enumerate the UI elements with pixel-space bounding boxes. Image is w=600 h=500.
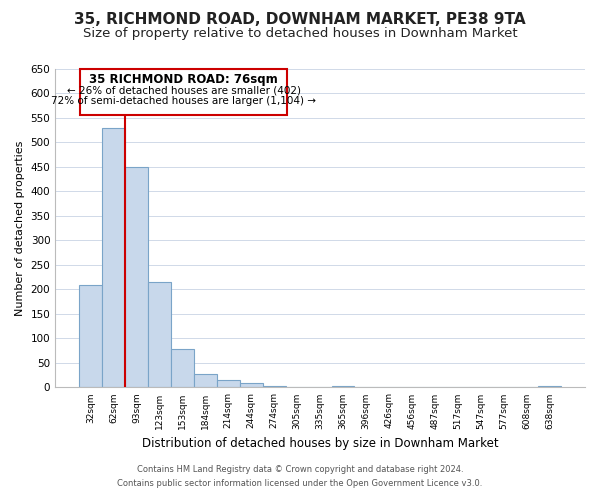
Bar: [102, 128, 125, 388]
Text: 35 RICHMOND ROAD: 76sqm: 35 RICHMOND ROAD: 76sqm: [89, 73, 278, 86]
Bar: [263, 386, 286, 388]
Bar: [148, 282, 171, 388]
Bar: [125, 167, 148, 388]
Text: ← 26% of detached houses are smaller (402): ← 26% of detached houses are smaller (40…: [67, 85, 301, 95]
Bar: [240, 382, 263, 388]
X-axis label: Distribution of detached houses by size in Downham Market: Distribution of detached houses by size …: [142, 437, 499, 450]
Bar: [332, 386, 355, 388]
Text: 72% of semi-detached houses are larger (1,104) →: 72% of semi-detached houses are larger (…: [51, 96, 316, 106]
Bar: [194, 374, 217, 388]
Bar: [171, 349, 194, 388]
Text: Contains HM Land Registry data © Crown copyright and database right 2024.
Contai: Contains HM Land Registry data © Crown c…: [118, 466, 482, 487]
Bar: [538, 386, 561, 388]
Text: 35, RICHMOND ROAD, DOWNHAM MARKET, PE38 9TA: 35, RICHMOND ROAD, DOWNHAM MARKET, PE38 …: [74, 12, 526, 28]
FancyBboxPatch shape: [80, 69, 287, 114]
Text: Size of property relative to detached houses in Downham Market: Size of property relative to detached ho…: [83, 28, 517, 40]
Y-axis label: Number of detached properties: Number of detached properties: [15, 140, 25, 316]
Bar: [79, 284, 102, 388]
Bar: [217, 380, 240, 388]
